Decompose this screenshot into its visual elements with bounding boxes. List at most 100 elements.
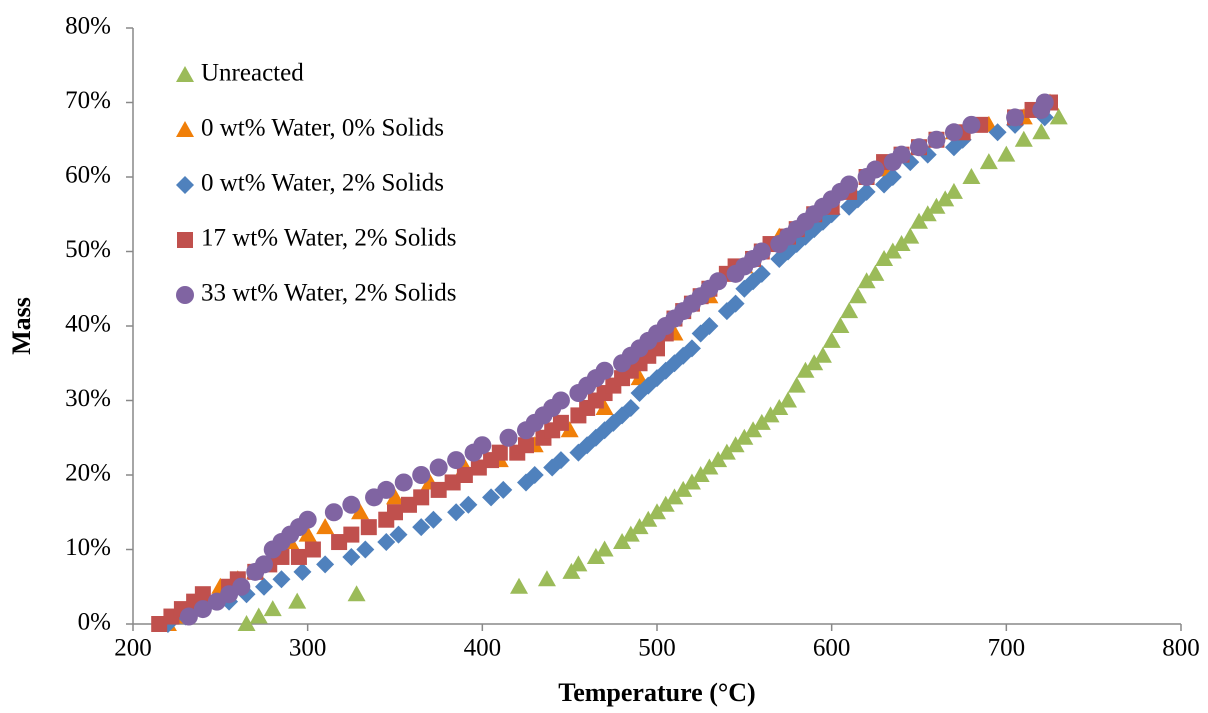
x-axis-title: Temperature (°C) [558,678,755,707]
point [752,264,771,283]
y-tick-label: 20% [65,460,111,487]
y-tick-label: 70% [65,87,111,114]
point [510,577,529,594]
point [988,123,1007,142]
point [892,235,911,252]
point [944,123,963,142]
point [430,481,447,498]
point [499,428,518,447]
point [639,510,658,527]
point [412,518,431,537]
point [613,533,632,550]
point [840,302,859,319]
point [674,480,693,497]
point [389,525,408,544]
point [656,495,675,512]
point [316,555,335,574]
point [595,361,614,380]
point [944,182,963,199]
point [316,518,335,535]
point [822,331,841,348]
point [857,182,876,201]
point [1035,93,1054,112]
point [910,138,928,157]
point [630,518,649,535]
point [787,376,806,393]
point [342,495,361,514]
point [298,525,317,542]
point [272,570,291,589]
point [831,317,850,333]
point [293,562,312,581]
point [249,607,268,624]
point [752,413,771,430]
point [360,519,377,536]
point [447,451,466,470]
point [424,510,443,529]
point [875,249,894,266]
point [709,272,728,291]
point [491,444,508,461]
point [796,361,815,378]
point [179,607,198,626]
y-tick-label: 0% [78,609,111,636]
x-tick-label: 500 [638,635,676,662]
y-tick-label: 10% [65,534,111,561]
point [918,205,937,222]
point [255,577,273,596]
legend-marker [176,121,194,137]
point [237,615,256,631]
point [386,488,404,505]
legend-label: Unreacted [201,60,304,87]
legend-marker [176,66,194,82]
point [682,473,701,490]
point [700,458,719,475]
point [482,488,501,507]
point [560,421,579,438]
point [356,540,375,559]
point [848,287,867,304]
point [377,480,396,499]
y-tick-label: 50% [65,236,111,263]
point [194,586,211,603]
point [813,346,832,363]
legend-label: 0 wt% Water, 0% Solids [201,115,444,142]
point [447,503,466,522]
point [700,317,719,335]
point [1032,123,1051,140]
y-tick-label: 40% [65,311,111,338]
point [263,600,282,617]
legend-label: 33 wt% Water, 2% Solids [201,280,457,307]
point [400,496,417,513]
point [193,600,212,619]
point [717,443,736,460]
point [840,175,859,194]
point [770,398,789,415]
point [232,577,251,596]
point [288,592,307,609]
point [997,145,1016,162]
point [377,533,396,552]
point [1006,108,1025,127]
x-tick-label: 700 [988,635,1026,662]
point [682,339,701,358]
point [936,190,955,207]
point [342,547,361,566]
point [347,585,366,602]
y-tick-label: 80% [65,13,111,40]
point [569,555,588,572]
point [709,451,728,468]
x-tick-label: 300 [289,635,327,662]
point [1014,130,1033,147]
point [761,406,780,423]
point [537,570,556,587]
point [691,466,710,482]
point [962,168,981,184]
point [866,264,885,281]
point [621,525,640,542]
point [456,467,473,483]
point [552,414,569,431]
point [298,510,317,529]
point [726,294,745,313]
point [901,227,920,244]
